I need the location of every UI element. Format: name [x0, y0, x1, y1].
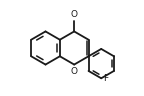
Text: O: O: [71, 67, 78, 76]
Text: O: O: [71, 10, 78, 19]
Text: F: F: [103, 74, 108, 83]
